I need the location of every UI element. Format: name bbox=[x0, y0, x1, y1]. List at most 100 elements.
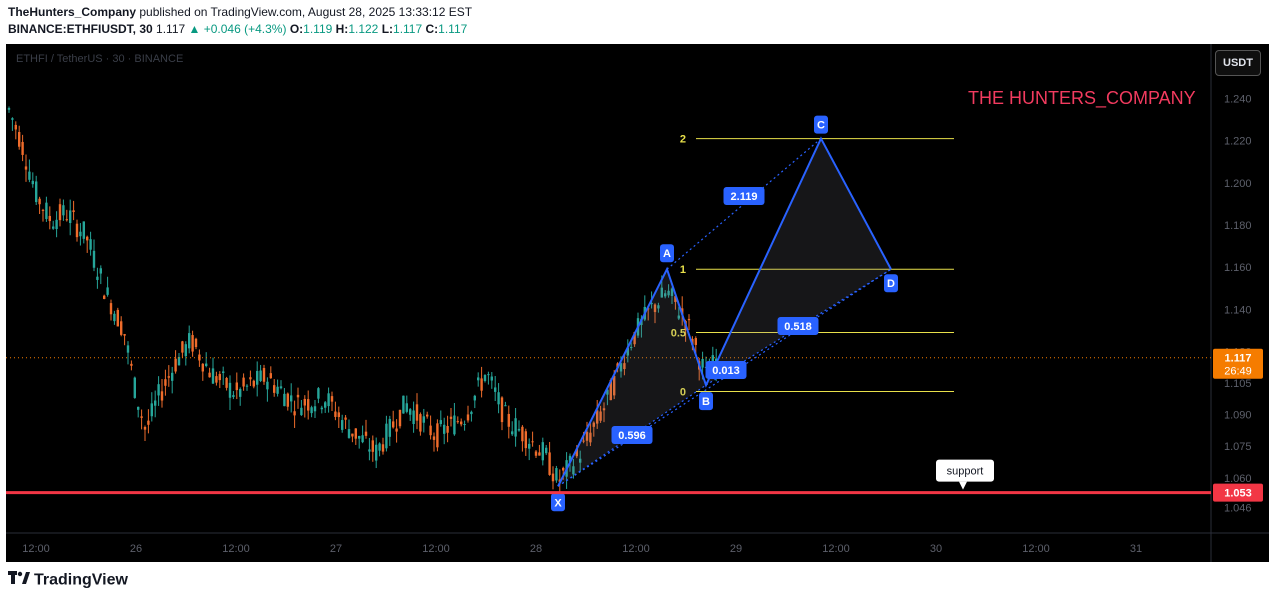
candle-body bbox=[477, 377, 480, 381]
candle-body bbox=[38, 198, 41, 205]
candle-body bbox=[120, 321, 123, 335]
pattern-point-badge bbox=[884, 274, 898, 293]
candle-body bbox=[392, 421, 395, 428]
x-tick-label: 28 bbox=[530, 543, 542, 555]
current-price-label: 1.117 bbox=[1225, 353, 1252, 365]
candle-body bbox=[307, 399, 310, 411]
ratio-label: 0.596 bbox=[618, 430, 646, 442]
candle-body bbox=[327, 393, 330, 407]
candle-body bbox=[609, 379, 612, 401]
candle-body bbox=[62, 205, 65, 216]
candle-body bbox=[619, 363, 623, 372]
x-tick-label: 12:00 bbox=[422, 543, 450, 555]
candle-body bbox=[664, 293, 667, 297]
last-price: 1.117 bbox=[156, 22, 186, 36]
candle-body bbox=[317, 388, 320, 399]
x-tick-label: 12:00 bbox=[222, 543, 250, 555]
candle-body bbox=[456, 421, 459, 423]
candle-body bbox=[293, 411, 296, 416]
candle-body bbox=[116, 309, 119, 327]
candle-body bbox=[388, 418, 391, 437]
candle-body bbox=[653, 304, 657, 313]
close-value: 1.117 bbox=[438, 22, 468, 36]
candle-body bbox=[562, 467, 565, 471]
candle-body bbox=[266, 381, 269, 390]
candle-body bbox=[239, 389, 242, 397]
ratio-badge bbox=[705, 361, 747, 379]
current-price-tag bbox=[1213, 348, 1263, 379]
candle-body bbox=[194, 338, 198, 348]
chart-area[interactable]: 1.2401.2201.2001.1801.1601.1401.1201.105… bbox=[6, 44, 1269, 562]
candle-body bbox=[494, 387, 497, 392]
y-tick-label: 1.060 bbox=[1224, 473, 1252, 485]
candle-body bbox=[249, 377, 252, 380]
candle-body bbox=[55, 219, 58, 230]
author-watermark: THE HUNTERS_COMPANY bbox=[968, 88, 1196, 108]
candle-body bbox=[466, 414, 470, 421]
candle-body bbox=[432, 436, 436, 440]
candle-body bbox=[28, 171, 31, 180]
pattern-xab-fill bbox=[558, 269, 706, 487]
candle-body bbox=[89, 239, 92, 250]
x-tick-label: 12:00 bbox=[822, 543, 850, 555]
candle-body bbox=[368, 449, 371, 452]
candle-body bbox=[150, 403, 153, 417]
candle-body bbox=[385, 423, 388, 449]
x-tick-label: 12:00 bbox=[622, 543, 650, 555]
candle-body bbox=[572, 466, 575, 475]
candle-body bbox=[538, 452, 541, 456]
candle-body bbox=[58, 204, 62, 221]
candle-body bbox=[568, 455, 572, 463]
candle-body bbox=[177, 357, 181, 366]
candle-body bbox=[500, 397, 504, 423]
tradingview-logo-icon bbox=[8, 571, 30, 590]
tradingview-brand: TradingView bbox=[34, 571, 128, 589]
candle-body bbox=[341, 420, 344, 430]
candle-body bbox=[364, 431, 368, 436]
candle-body bbox=[147, 420, 150, 425]
candle-body bbox=[130, 363, 133, 366]
pattern-bcd-fill bbox=[706, 138, 891, 386]
ratio-badge bbox=[611, 426, 653, 444]
candle-body bbox=[137, 406, 140, 410]
symbol-label: BINANCE:ETHFIUSDT, 30 bbox=[8, 22, 153, 36]
support-price-label: 1.053 bbox=[1224, 488, 1252, 500]
candle-body bbox=[198, 354, 201, 361]
candle-body bbox=[375, 444, 378, 461]
y-tick-label: 1.090 bbox=[1224, 410, 1252, 422]
price-chart[interactable]: 1.2401.2201.2001.1801.1601.1401.1201.105… bbox=[6, 44, 1269, 562]
candle-body bbox=[575, 448, 578, 457]
candle-body bbox=[541, 442, 544, 461]
candle-body bbox=[592, 422, 595, 427]
pattern-point-label: B bbox=[702, 396, 710, 408]
candle-body bbox=[296, 394, 300, 398]
support-callout-pointer bbox=[959, 481, 967, 490]
pattern-point-badge bbox=[699, 392, 713, 411]
candle-body bbox=[667, 290, 670, 296]
candle-body bbox=[79, 231, 82, 237]
currency-button[interactable]: USDT bbox=[1215, 50, 1261, 76]
candle-body bbox=[589, 432, 592, 443]
candle-body bbox=[324, 402, 327, 408]
candle-body bbox=[181, 341, 184, 353]
close-label: C: bbox=[425, 22, 439, 36]
candle-body bbox=[276, 386, 279, 394]
pattern-point-badge bbox=[551, 493, 565, 512]
candle-body bbox=[507, 413, 510, 427]
publish-line: TheHunters_Company published on TradingV… bbox=[8, 5, 472, 19]
candle-body bbox=[330, 396, 334, 402]
candle-body bbox=[555, 468, 558, 481]
candle-body bbox=[269, 373, 272, 379]
candle-body bbox=[480, 378, 483, 391]
publisher-name[interactable]: TheHunters_Company bbox=[8, 5, 137, 19]
candle-body bbox=[517, 428, 521, 431]
candle-body bbox=[626, 347, 629, 356]
candle-body bbox=[657, 305, 660, 309]
pattern-point-label: C bbox=[817, 120, 825, 132]
ratio-label: 2.119 bbox=[731, 191, 758, 203]
candle-body bbox=[548, 452, 551, 475]
candle-body bbox=[402, 395, 405, 414]
candle-body bbox=[21, 141, 24, 155]
tradingview-footer[interactable]: TradingView bbox=[8, 571, 128, 590]
candle-body bbox=[157, 384, 160, 396]
